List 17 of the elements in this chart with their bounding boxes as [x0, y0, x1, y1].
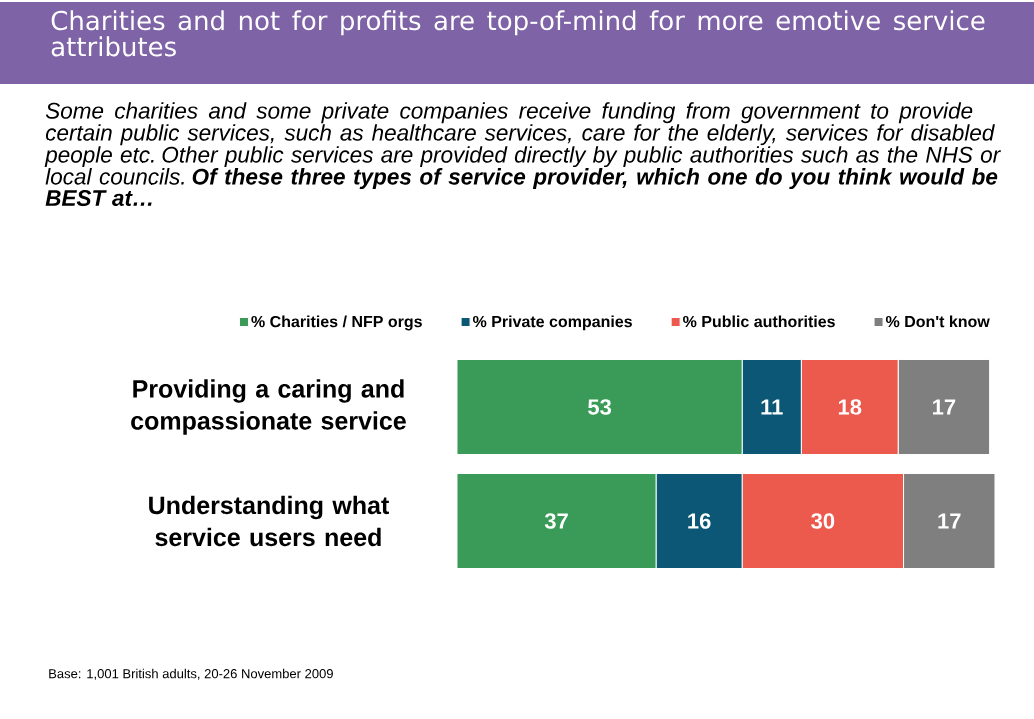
- y-tick-label: Providing a caring and compassionate service: [131, 379, 406, 435]
- legend-label: % Private companies: [472, 315, 632, 331]
- data-label: 11: [761, 399, 783, 415]
- text: Base: 1,001 British adults, 20-26 November 2009: [49, 668, 333, 680]
- legend-label: % Charities / NFP orgs: [251, 315, 422, 331]
- data-label: 53: [588, 399, 612, 415]
- chart-title: Charities and not for profits are top-of-mind for more emotive service attributes: [51, 10, 985, 57]
- data-label: 17: [938, 513, 961, 529]
- y-tick-label: Understanding what service users need: [149, 495, 389, 547]
- data-label: 37: [544, 513, 568, 529]
- data-label: 18: [838, 399, 862, 415]
- data-label: 16: [688, 513, 711, 529]
- data-label: 30: [811, 513, 835, 529]
- legend-label: % Public authorities: [683, 315, 835, 328]
- data-label: 17: [933, 399, 956, 415]
- text: Some charities and some private companies receive funding from government to provide certain public services, such as healthcare services, care for the elderly, services for disabled people etc. Other public services are provided directly by public authorities such as the NHS or local councils. Of these three types of service provider, which one do you think would be BEST at…: [44, 102, 1001, 207]
- legend-label: % Don't know: [885, 315, 990, 328]
